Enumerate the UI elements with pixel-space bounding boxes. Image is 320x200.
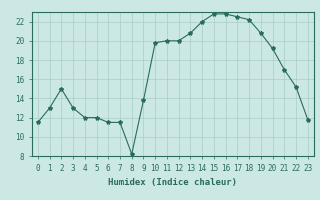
X-axis label: Humidex (Indice chaleur): Humidex (Indice chaleur) bbox=[108, 178, 237, 187]
